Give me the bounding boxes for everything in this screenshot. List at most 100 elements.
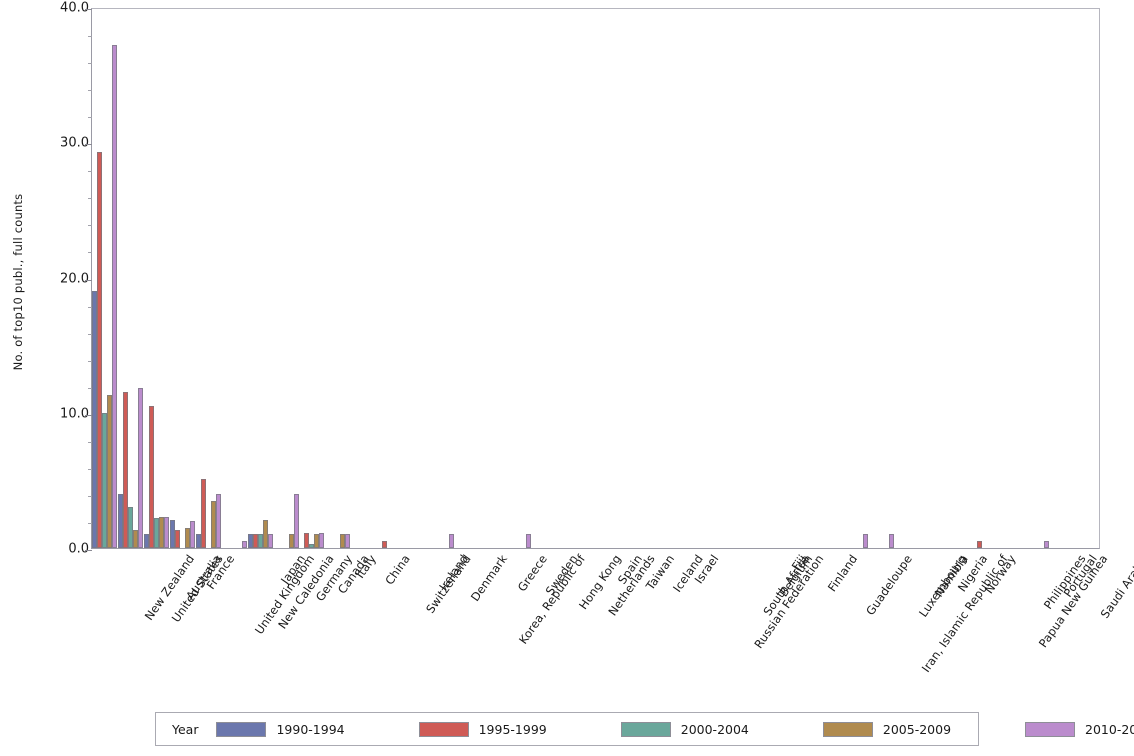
bar-group — [920, 9, 945, 548]
bar[interactable] — [164, 516, 170, 548]
bar[interactable] — [382, 540, 388, 548]
legend-label: 2005-2009 — [882, 721, 952, 737]
bar[interactable] — [448, 533, 454, 548]
bar[interactable] — [304, 533, 310, 548]
y-axis-minor-tick — [88, 117, 92, 119]
bar-group — [1024, 9, 1049, 548]
bar[interactable] — [118, 493, 124, 548]
legend-label: 2000-2004 — [680, 721, 749, 737]
y-axis-minor-tick — [88, 36, 92, 38]
bar[interactable] — [133, 530, 139, 548]
bar[interactable] — [144, 534, 150, 548]
bar[interactable] — [195, 534, 201, 548]
x-axis-tick-label: China — [381, 552, 413, 588]
bar-group — [247, 9, 273, 548]
legend-entry[interactable]: 2005-2009 — [822, 721, 952, 737]
bar[interactable] — [159, 516, 165, 548]
bar-group — [481, 9, 506, 548]
bar[interactable] — [252, 534, 258, 548]
bar-group — [506, 9, 532, 548]
bar[interactable] — [149, 406, 155, 548]
bar[interactable] — [112, 44, 118, 548]
bar[interactable] — [247, 533, 253, 548]
bar[interactable] — [888, 533, 894, 548]
bar[interactable] — [526, 533, 532, 548]
y-axis-major-tick — [85, 9, 92, 10]
legend-label: 1995-1999 — [478, 721, 547, 737]
legend-entry[interactable]: 2010-2014 — [1025, 721, 1134, 737]
bar-group — [998, 9, 1023, 548]
bar-group — [118, 9, 144, 548]
bar[interactable] — [340, 533, 346, 548]
bar[interactable] — [97, 151, 103, 548]
bar-group — [403, 9, 428, 548]
bar-group — [713, 9, 738, 548]
bar-group — [869, 9, 894, 548]
bar[interactable] — [128, 507, 134, 548]
bar-group — [299, 9, 325, 548]
bar-group — [662, 9, 687, 548]
y-axis-minor-tick — [88, 333, 92, 335]
legend-entries: 1990-1994 1995-1999 2000-2004 2005-2009 2010… — [216, 721, 1134, 737]
y-axis-minor-tick — [88, 225, 92, 227]
bar-group — [144, 9, 170, 548]
bar[interactable] — [288, 534, 294, 548]
legend-color-swatch — [822, 721, 873, 737]
bar[interactable] — [977, 540, 983, 548]
y-axis-minor-tick — [88, 63, 92, 65]
bar[interactable] — [138, 388, 144, 548]
bar[interactable] — [102, 412, 108, 548]
bar-group — [843, 9, 868, 548]
legend-color-swatch — [1025, 721, 1076, 737]
bar[interactable] — [123, 392, 129, 548]
bar[interactable] — [262, 519, 268, 548]
y-axis-minor-tick — [88, 171, 92, 173]
bar[interactable] — [215, 493, 221, 548]
bar[interactable] — [319, 533, 325, 548]
bar-group — [195, 9, 221, 548]
bar[interactable] — [190, 520, 196, 548]
bar-group — [817, 9, 842, 548]
bar[interactable] — [1043, 540, 1049, 548]
bar[interactable] — [170, 519, 176, 548]
bar[interactable] — [862, 533, 868, 548]
legend-label: 1990-1994 — [276, 721, 345, 737]
y-axis-minor-tick — [88, 522, 92, 524]
bar-group — [325, 9, 351, 548]
bar[interactable] — [257, 534, 263, 548]
legend-entry[interactable]: 1990-1994 — [216, 721, 345, 737]
bar[interactable] — [107, 395, 113, 548]
bar[interactable] — [92, 291, 98, 548]
y-axis-minor-tick — [88, 252, 92, 254]
y-axis-major-tick — [85, 550, 92, 551]
bar[interactable] — [345, 533, 351, 548]
bar[interactable] — [314, 534, 320, 548]
bar[interactable] — [293, 493, 299, 548]
y-axis-major-tick — [85, 279, 92, 281]
bar[interactable] — [200, 479, 206, 548]
bar-group — [92, 9, 118, 548]
legend-entry[interactable]: 1995-1999 — [418, 721, 547, 737]
bar[interactable] — [267, 533, 273, 548]
chart-legend: Year 1990-1994 1995-1999 2000-2004 2005-200… — [155, 712, 1134, 746]
y-axis-major-tick — [85, 414, 92, 416]
y-axis-tick-label: 0.0 — [68, 541, 89, 557]
bar[interactable] — [309, 543, 315, 548]
x-axis-tick-label: Denmark — [468, 552, 511, 604]
y-axis-tick-label: 40.0 — [60, 0, 89, 16]
legend-color-swatch — [216, 721, 267, 737]
bar[interactable] — [175, 530, 181, 548]
bar-group — [1050, 9, 1075, 548]
bar[interactable] — [210, 500, 216, 548]
bar-group — [687, 9, 712, 548]
y-axis-major-tick — [85, 144, 92, 146]
y-axis-title: No. of top10 publ., full counts — [11, 193, 25, 371]
bar[interactable] — [241, 540, 247, 548]
bar-group — [610, 9, 635, 548]
y-axis-tick-label: 30.0 — [60, 135, 89, 151]
bar[interactable] — [154, 518, 160, 548]
bar-group — [1076, 9, 1101, 548]
bar[interactable] — [185, 527, 191, 548]
legend-entry[interactable]: 2000-2004 — [620, 721, 749, 737]
